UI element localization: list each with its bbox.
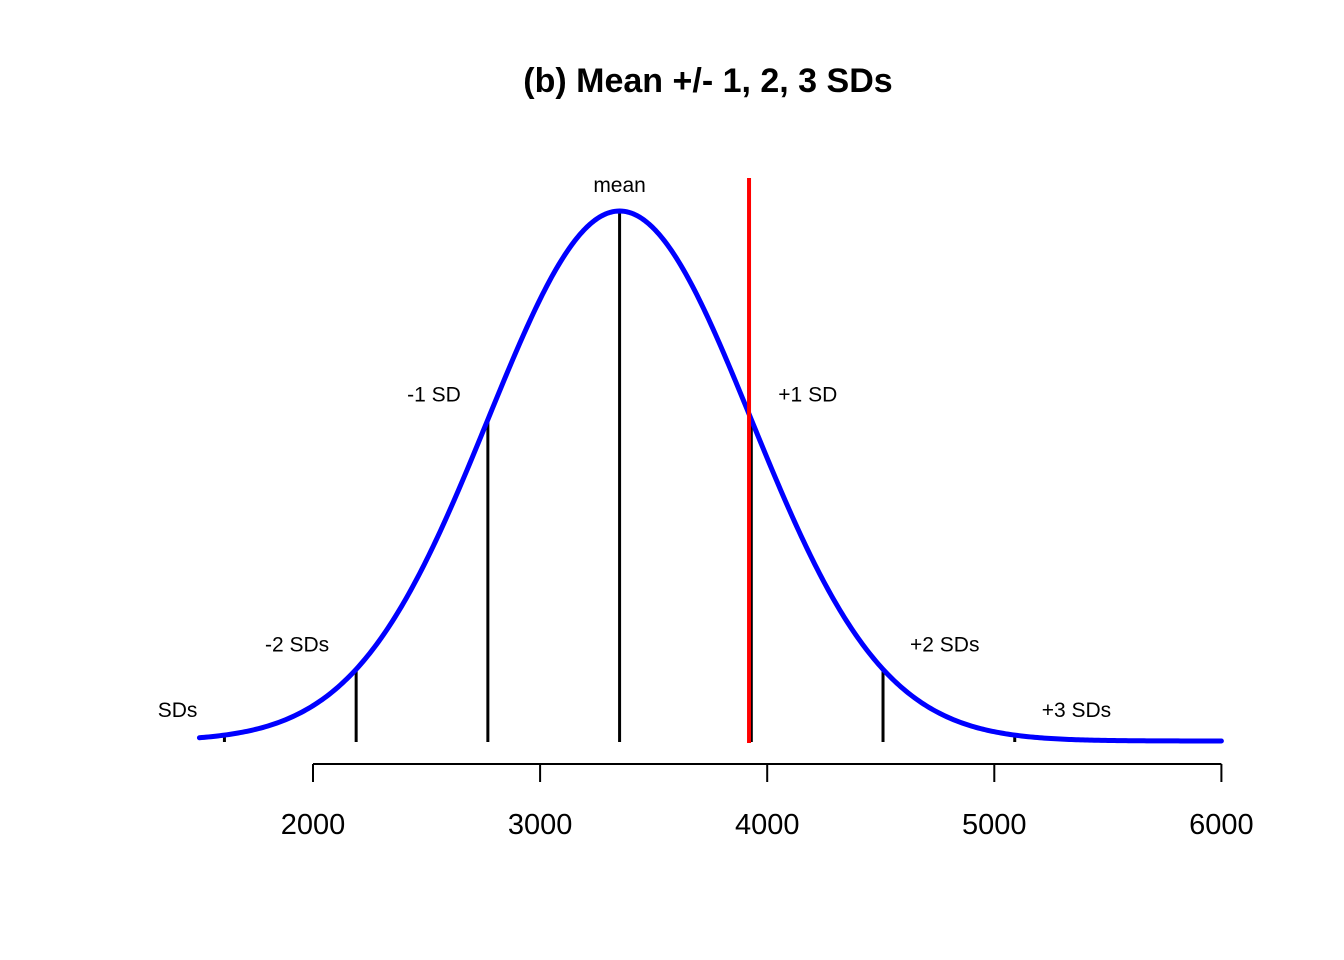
density-curve-layer — [196, 208, 1224, 744]
sd-marker-label: +1 SD — [778, 384, 837, 407]
chart-title: (b) Mean +/- 1, 2, 3 SDs — [523, 62, 892, 100]
sd-marker-label: mean — [593, 174, 646, 197]
sd-marker-label: -1 SD — [407, 384, 461, 407]
sd-marker-label: +2 SDs — [910, 633, 979, 656]
density-curve — [196, 208, 1224, 744]
x-axis: 2000 3000 4000 5000 6000 — [281, 763, 1254, 841]
x-tick-label: 2000 — [281, 809, 346, 841]
x-tick-label: 5000 — [962, 809, 1027, 841]
x-tick-label: 3000 — [508, 809, 573, 841]
sd-marker-label: SDs — [158, 699, 198, 722]
x-tick-label: 4000 — [735, 809, 800, 841]
x-tick-label: 6000 — [1189, 809, 1254, 841]
sd-marker-label: -2 SDs — [265, 633, 329, 656]
sd-markers: SDs -2 SDs -1 SD mean +1 SD +2 SDs +3 SDs — [158, 174, 1111, 742]
sd-marker-label: +3 SDs — [1042, 699, 1111, 722]
